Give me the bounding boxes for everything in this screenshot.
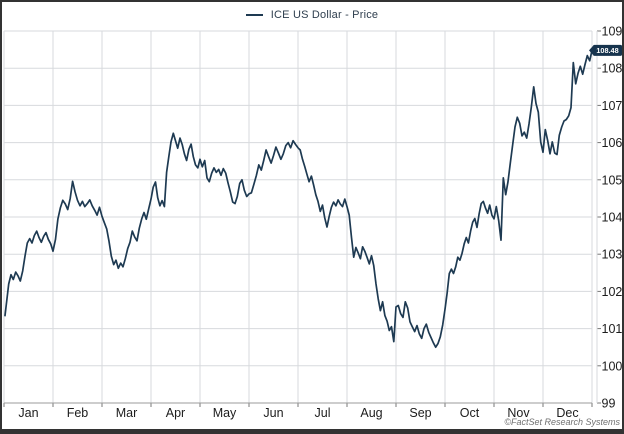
- y-axis-label-100: 100: [602, 359, 623, 373]
- price-line: [4, 49, 593, 349]
- y-axis-label-99: 99: [602, 397, 616, 411]
- x-axis-label-oct: Oct: [460, 406, 480, 420]
- last-price-label: 108.48: [596, 46, 618, 55]
- x-axis-label-feb: Feb: [67, 406, 89, 420]
- x-axis-label-nov: Nov: [507, 406, 530, 420]
- y-axis-label-109: 109: [602, 25, 623, 39]
- x-axis-label-dec: Dec: [556, 406, 578, 420]
- y-axis-label-105: 105: [602, 173, 623, 187]
- x-axis-label-mar: Mar: [116, 406, 138, 420]
- y-axis-label-103: 103: [602, 248, 623, 262]
- y-axis-label-104: 104: [602, 211, 623, 225]
- chart-legend: ICE US Dollar - Price: [0, 9, 624, 21]
- x-axis-label-jul: Jul: [315, 406, 331, 420]
- x-axis-label-apr: Apr: [166, 406, 185, 420]
- x-axis-label-aug: Aug: [360, 406, 382, 420]
- legend-label: ICE US Dollar - Price: [270, 9, 379, 21]
- x-axis-label-jan: Jan: [18, 406, 38, 420]
- y-axis-label-107: 107: [602, 99, 623, 113]
- y-axis-label-108: 108: [602, 62, 623, 76]
- factset-attribution: ©FactSet Research Systems: [504, 417, 620, 427]
- last-price-flag: [593, 44, 622, 56]
- y-axis-label-106: 106: [602, 136, 623, 150]
- y-axis-label-101: 101: [602, 322, 623, 336]
- y-axis-label-102: 102: [602, 285, 623, 299]
- x-axis-label-jun: Jun: [263, 406, 283, 420]
- x-axis-label-sep: Sep: [409, 406, 431, 420]
- x-axis-label-may: May: [213, 406, 237, 420]
- legend-line-swatch: [245, 14, 263, 16]
- last-price-flag-notch: [589, 45, 593, 55]
